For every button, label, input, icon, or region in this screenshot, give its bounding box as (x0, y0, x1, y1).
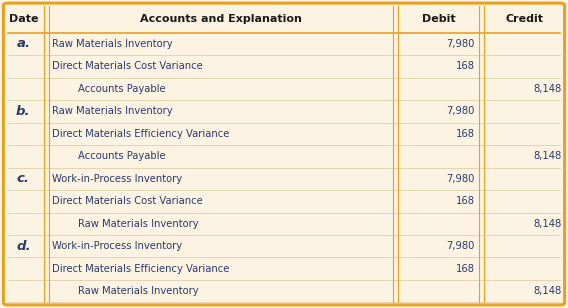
Text: d.: d. (16, 240, 31, 253)
Text: 168: 168 (456, 196, 475, 206)
Text: Date: Date (9, 14, 38, 24)
Text: 8,148: 8,148 (533, 286, 561, 296)
Text: Direct Materials Cost Variance: Direct Materials Cost Variance (52, 196, 203, 206)
Text: 168: 168 (456, 129, 475, 139)
Text: Credit: Credit (506, 14, 544, 24)
Text: Debit: Debit (421, 14, 456, 24)
FancyBboxPatch shape (3, 3, 565, 305)
Text: 168: 168 (456, 61, 475, 71)
Text: Accounts Payable: Accounts Payable (78, 84, 165, 94)
Text: Work-in-Process Inventory: Work-in-Process Inventory (52, 174, 182, 184)
Text: 8,148: 8,148 (533, 84, 561, 94)
Text: 168: 168 (456, 264, 475, 274)
Text: Direct Materials Efficiency Variance: Direct Materials Efficiency Variance (52, 264, 229, 274)
Text: 7,980: 7,980 (446, 174, 475, 184)
Text: c.: c. (17, 172, 30, 185)
Text: Direct Materials Cost Variance: Direct Materials Cost Variance (52, 61, 203, 71)
Text: 7,980: 7,980 (446, 241, 475, 251)
Text: Raw Materials Inventory: Raw Materials Inventory (78, 219, 198, 229)
Text: b.: b. (16, 105, 31, 118)
Text: Accounts Payable: Accounts Payable (78, 151, 165, 161)
Text: Raw Materials Inventory: Raw Materials Inventory (52, 106, 173, 116)
Text: Work-in-Process Inventory: Work-in-Process Inventory (52, 241, 182, 251)
Text: Raw Materials Inventory: Raw Materials Inventory (52, 39, 173, 49)
Text: 7,980: 7,980 (446, 39, 475, 49)
Text: Accounts and Explanation: Accounts and Explanation (140, 14, 302, 24)
Text: 8,148: 8,148 (533, 219, 561, 229)
Text: Raw Materials Inventory: Raw Materials Inventory (78, 286, 198, 296)
Text: 7,980: 7,980 (446, 106, 475, 116)
Text: 8,148: 8,148 (533, 151, 561, 161)
Text: Direct Materials Efficiency Variance: Direct Materials Efficiency Variance (52, 129, 229, 139)
Text: a.: a. (16, 37, 30, 51)
